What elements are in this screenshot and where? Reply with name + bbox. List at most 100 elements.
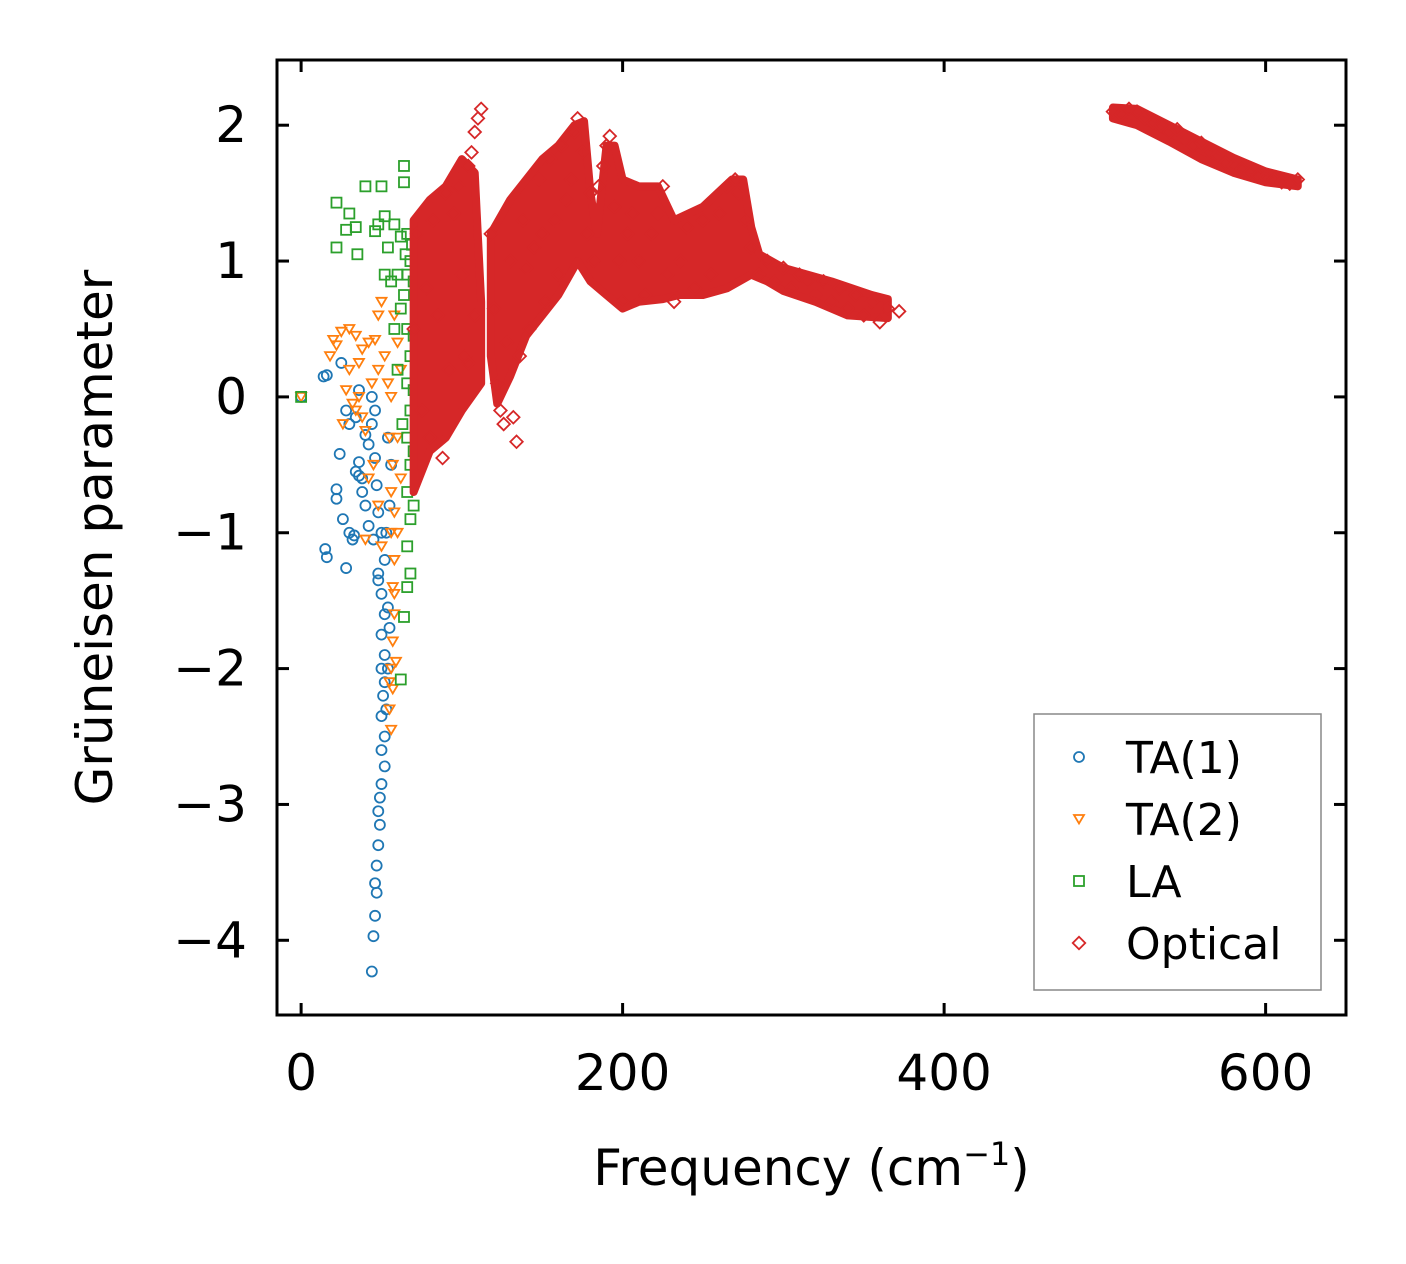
data-point [365, 390, 378, 403]
data-point [1258, 169, 1274, 185]
data-point [390, 527, 405, 540]
data-point [1177, 131, 1193, 147]
legend-label: Optical [1126, 919, 1281, 970]
x-tick-label: 0 [285, 1044, 317, 1102]
x-axis-title-main: Frequency (cm [593, 1139, 963, 1197]
data-point [378, 649, 391, 661]
data-point [483, 226, 499, 242]
data-point [470, 110, 486, 126]
data-point [563, 172, 579, 188]
data-point [343, 207, 356, 220]
data-point [386, 582, 400, 594]
data-point [386, 684, 400, 696]
data-point [369, 404, 381, 417]
data-point [554, 138, 570, 154]
x-tick-label: 600 [1218, 1044, 1313, 1102]
data-point [496, 416, 512, 432]
data-point [369, 225, 381, 238]
data-point [384, 487, 398, 499]
data-point [330, 241, 343, 254]
data-point [386, 459, 400, 472]
data-point [650, 205, 666, 222]
data-point [1137, 110, 1153, 126]
data-point [336, 419, 350, 431]
data-point [644, 226, 660, 242]
data-point [396, 418, 409, 430]
data-point [1242, 165, 1258, 181]
data-point [1233, 161, 1250, 177]
series-ta-1- [295, 357, 398, 978]
data-point [856, 307, 872, 323]
data-point [359, 499, 372, 512]
data-point [783, 280, 799, 296]
data-point [404, 567, 417, 580]
data-point [547, 212, 563, 228]
data-point [435, 450, 451, 466]
data-point [751, 267, 767, 283]
data-point [531, 172, 547, 188]
data-point [505, 409, 521, 425]
data-point [512, 348, 528, 364]
data-point [401, 581, 414, 593]
data-point [356, 472, 369, 485]
data-point [398, 289, 410, 301]
data-point [384, 391, 398, 404]
data-point [602, 128, 618, 144]
data-point [574, 144, 590, 160]
legend: TA(1) TA(2) LA Optical [1033, 713, 1322, 991]
data-point [775, 260, 791, 276]
data-point [486, 301, 502, 317]
data-point [767, 273, 783, 289]
dense-point-cloud [486, 117, 892, 408]
data-point [367, 930, 380, 943]
data-point [375, 628, 388, 641]
data-point [365, 418, 378, 430]
data-point [369, 909, 381, 922]
data-point [382, 241, 394, 254]
data-point [329, 340, 344, 352]
y-tick-label: 0 [215, 368, 247, 426]
data-point [382, 601, 394, 614]
data-point [375, 180, 388, 193]
data-point [502, 253, 518, 269]
data-point [743, 239, 759, 255]
series-optical [406, 101, 1306, 496]
data-point [489, 375, 505, 391]
data-point [872, 314, 888, 330]
data-point [378, 760, 391, 773]
data-point [799, 273, 816, 289]
data-point [624, 205, 640, 222]
data-point [381, 378, 395, 390]
x-axis-title-close: ) [1010, 1139, 1030, 1197]
data-point [1225, 158, 1241, 174]
data-point [349, 330, 363, 343]
data-point [401, 540, 414, 553]
data-point [330, 196, 343, 209]
data-point [537, 294, 553, 310]
data-point [579, 226, 595, 242]
data-point [737, 212, 753, 228]
data-point [518, 260, 534, 276]
data-point [1290, 172, 1306, 188]
data-point [526, 239, 542, 255]
data-point [370, 479, 383, 492]
series-ta-2- [294, 296, 408, 736]
x-axis-title: Frequency (cm−1) [593, 1135, 1030, 1197]
data-point [359, 180, 372, 193]
data-point [1209, 147, 1225, 163]
data-point [824, 294, 840, 310]
data-point [333, 448, 346, 460]
data-point [384, 527, 398, 540]
data-point [430, 307, 446, 323]
legend-marker [1073, 875, 1085, 887]
data-point [349, 405, 363, 417]
data-point [383, 621, 396, 634]
data-point [595, 158, 611, 174]
data-point [378, 730, 391, 743]
data-point [374, 541, 389, 553]
ticks-layer: 0 200 400 600 −4 −3 −2 −1 0 1 2 [173, 60, 1346, 1102]
data-point [1201, 144, 1217, 160]
data-point [378, 554, 391, 566]
data-point [340, 562, 353, 574]
data-point [394, 473, 408, 485]
